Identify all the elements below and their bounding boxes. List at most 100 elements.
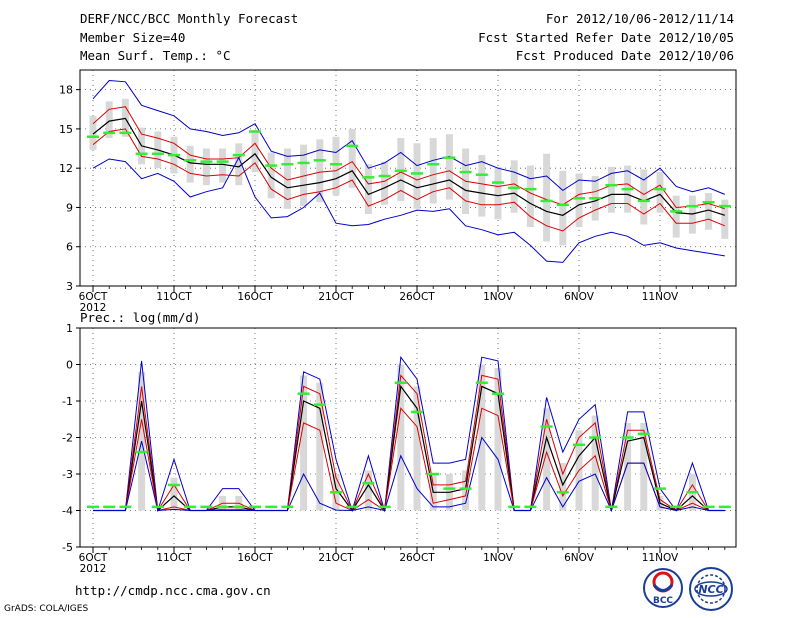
spread-box [445, 134, 453, 200]
y-tick-label: 12 [59, 162, 73, 175]
y-tick-label: 1 [66, 322, 73, 335]
x-tick-label: 6NOV [564, 552, 595, 564]
spread-box [316, 139, 324, 203]
spread-box [235, 143, 243, 186]
spread-box [543, 408, 551, 511]
x-tick-label: 11NOV [642, 291, 679, 303]
spread-box [364, 164, 372, 214]
spread-box [607, 166, 615, 213]
spread-box [688, 195, 696, 234]
spread-box [170, 477, 178, 511]
y-tick-label: -1 [62, 395, 73, 408]
fcst-produced-date: Fcst Produced Date 2012/10/06 [515, 48, 734, 63]
y-tick-label: 0 [66, 359, 73, 372]
plot-frame [79, 69, 737, 287]
series-min-line [92, 156, 725, 263]
spread-box [656, 172, 664, 213]
fcst-started-date: Fcst Started Refer Date 2012/10/05 [478, 30, 734, 45]
x-tick-label: 21OCT [318, 291, 354, 303]
spread-box [283, 148, 291, 209]
spread-box [89, 115, 97, 150]
spread-box [721, 199, 729, 239]
x-tick-label: 11NOV [642, 552, 679, 564]
x-tick-label: 6OCT [79, 291, 108, 303]
spread-box [413, 143, 421, 209]
bcc-logo-text: BCC [653, 596, 673, 606]
spread-box [397, 138, 405, 201]
grads-credit: GrADS: COLA/IGES [4, 604, 89, 614]
x-year-label: 2012 [80, 563, 107, 575]
x-year-label: 2012 [80, 302, 107, 314]
prec-panel-title: Prec.: log(mm/d) [80, 310, 201, 325]
spread-box [300, 144, 308, 207]
spread-box [316, 382, 324, 511]
spread-box [543, 153, 551, 242]
x-tick-label: 11OCT [156, 552, 192, 564]
x-tick-label: 16OCT [237, 291, 273, 303]
ncc-logo-text: NCC [698, 583, 723, 596]
spread-box [121, 98, 129, 137]
x-tick-label: 26OCT [399, 552, 435, 564]
series-mean-line [92, 117, 725, 216]
spread-box [591, 415, 599, 511]
y-tick-label: -5 [62, 541, 73, 554]
spread-box [186, 145, 194, 183]
y-tick-label: 3 [66, 280, 73, 293]
spread-box [381, 161, 389, 205]
spread-box [705, 193, 713, 230]
chart-title: DERF/NCC/BCC Monthly Forecast [80, 11, 299, 26]
y-tick-label: 15 [59, 123, 73, 136]
y-tick-label: -2 [62, 432, 73, 445]
spread-box [640, 422, 648, 511]
y-tick-label: 6 [66, 241, 73, 254]
spread-box [202, 148, 210, 186]
agency-logos: BCC NCC [643, 567, 733, 611]
spread-box [494, 166, 502, 220]
series-min-line [93, 436, 725, 512]
series-upper-line [92, 106, 725, 210]
spread-box [364, 470, 372, 511]
x-tick-label: 6OCT [79, 552, 108, 564]
spread-box [462, 470, 470, 511]
x-tick-label: 1NOV [483, 291, 514, 303]
series-max-line [92, 79, 725, 195]
y-tick-label: 9 [66, 201, 73, 214]
spread-box [510, 160, 518, 213]
spread-box [559, 463, 567, 511]
spread-box [494, 368, 502, 511]
spread-box [640, 169, 648, 225]
spread-box [300, 375, 308, 511]
spread-box [429, 138, 437, 204]
spread-box [251, 130, 259, 173]
forecast-period: For 2012/10/06-2012/11/14 [545, 11, 734, 26]
spread-box [348, 128, 356, 188]
spread-box [105, 101, 113, 139]
x-tick-label: 11OCT [156, 291, 192, 303]
ncc-logo-icon: NCC [689, 567, 733, 611]
x-tick-label: 16OCT [237, 552, 273, 564]
spread-box [526, 165, 534, 228]
x-tick-label: 1NOV [483, 552, 514, 564]
x-tick-label: 6NOV [564, 291, 595, 303]
plot-frame [79, 327, 737, 548]
y-tick-label: -3 [62, 468, 73, 481]
spread-box [219, 148, 227, 183]
panel-temperature: 3 6 9 12 15 18 6OCT 11OCT 16OCT 21OCT 26OCT 1NOV 6NO… [59, 69, 737, 314]
x-tick-label: 21OCT [318, 552, 354, 564]
temp-panel-title: Mean Surf. Temp.: °C [80, 48, 231, 63]
y-tick-label: -4 [62, 505, 73, 518]
spread-box [672, 195, 680, 238]
series-lower-line [92, 128, 725, 232]
spread-box [559, 170, 567, 246]
spread-box [397, 364, 405, 511]
spread-box [575, 173, 583, 228]
spread-box [478, 155, 486, 217]
x-tick-label: 26OCT [399, 291, 435, 303]
source-url[interactable]: http://cmdp.ncc.cma.gov.cn [75, 583, 271, 598]
spread-box [267, 152, 275, 199]
bcc-logo-icon: BCC [643, 568, 683, 608]
spread-box [413, 386, 421, 511]
spread-box [332, 136, 340, 196]
